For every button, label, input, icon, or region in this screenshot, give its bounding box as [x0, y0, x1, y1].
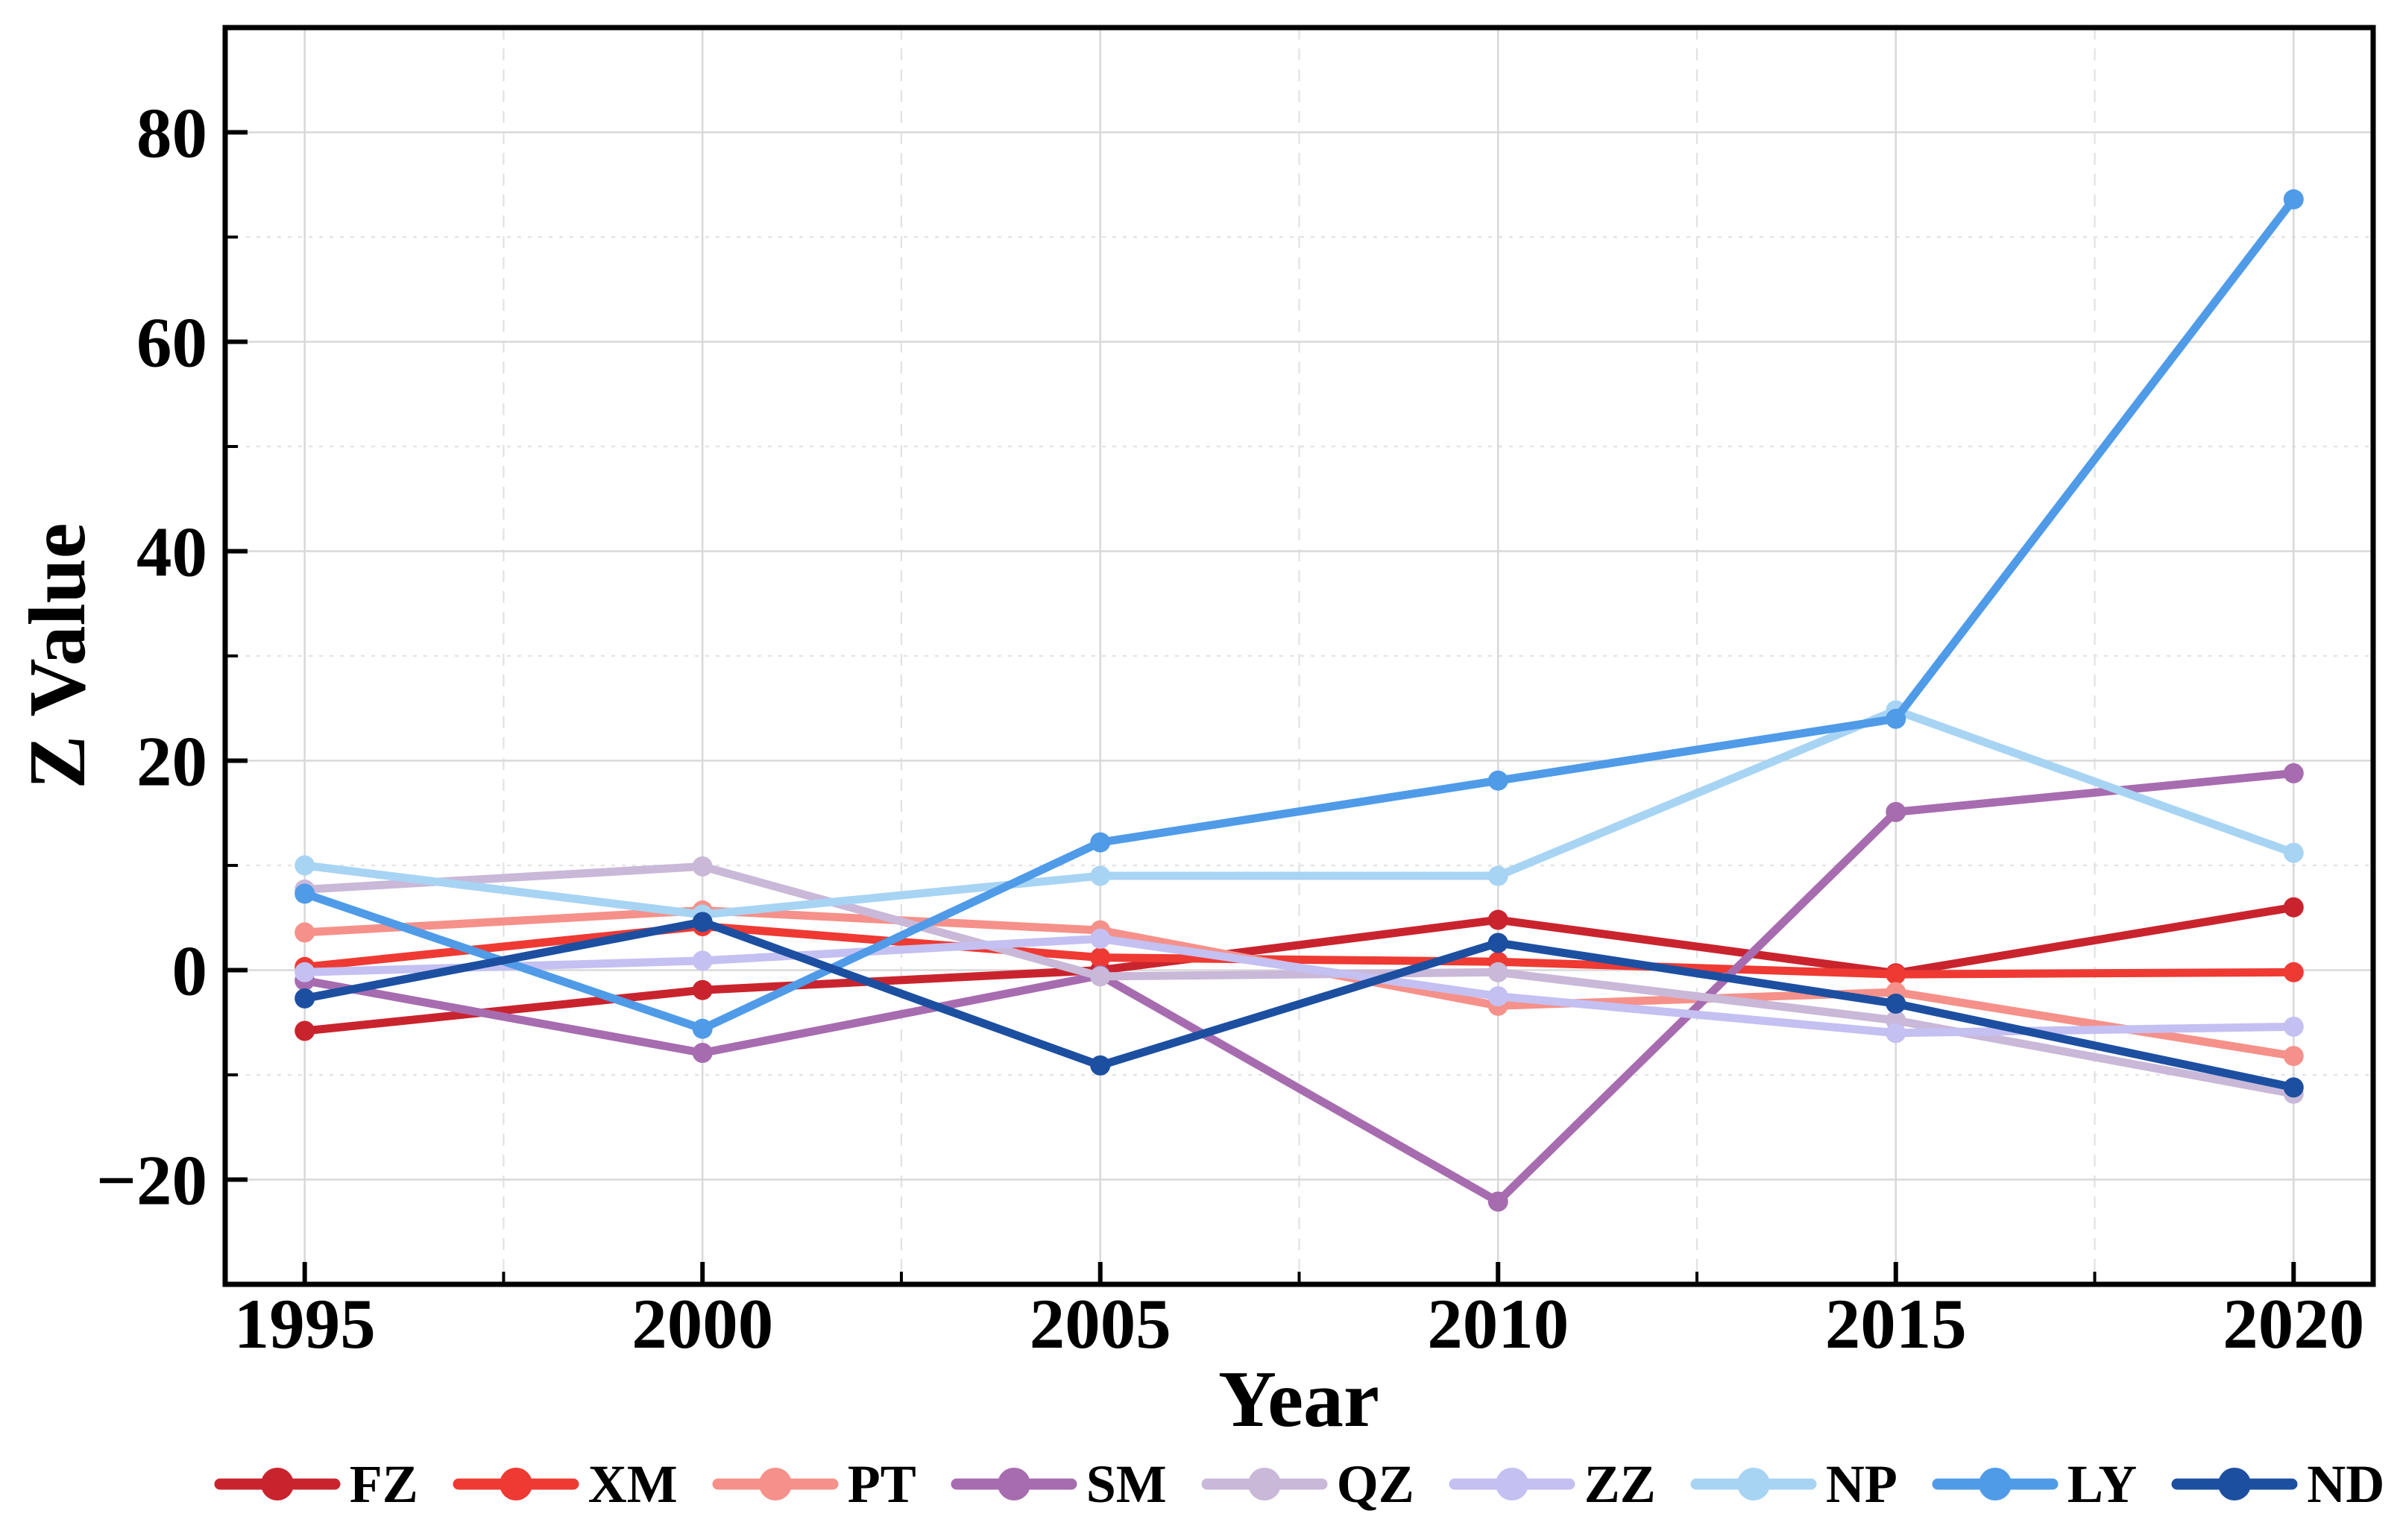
legend-marker-dot-icon	[997, 1468, 1030, 1500]
data-point-LY-2015	[1886, 708, 1906, 729]
data-point-ND-2015	[1886, 993, 1906, 1014]
data-point-ND-2020	[2283, 1077, 2304, 1098]
x-tick-label: 2000	[632, 1284, 773, 1363]
series-line-ZZ	[300, 934, 2298, 1038]
legend-marker-dot-icon	[1247, 1468, 1281, 1500]
series-line-LY	[300, 195, 2298, 1033]
legend-marker-LY	[1932, 1468, 2059, 1500]
data-point-SM-2020	[2283, 763, 2304, 783]
x-tick-label: 2020	[2223, 1284, 2364, 1363]
data-point-LY-1995	[295, 883, 315, 904]
legend-label-FZ: FZ	[349, 1454, 418, 1514]
data-point-QZ-2005	[1090, 966, 1111, 987]
y-tick-label: −20	[96, 1141, 207, 1220]
y-tick-label: 60	[136, 303, 207, 382]
data-point-QZ-2010	[1487, 962, 1508, 982]
data-point-ND-1995	[295, 988, 315, 1009]
y-tick-label: 0	[172, 932, 208, 1011]
legend-item-ZZ: ZZ	[1449, 1457, 1656, 1511]
data-point-LY-2020	[2283, 189, 2304, 209]
legend-item-ND: ND	[2171, 1457, 2384, 1511]
legend-marker-SM	[951, 1468, 1077, 1500]
legend-label-XM: XM	[588, 1454, 678, 1514]
legend-marker-dot-icon	[1736, 1468, 1770, 1500]
legend-marker-dot-icon	[758, 1468, 792, 1500]
data-point-FZ-2020	[2283, 897, 2304, 918]
data-point-ND-2005	[1090, 1055, 1111, 1076]
x-axis-title: Year	[1218, 1355, 1379, 1444]
legend-marker-QZ	[1201, 1468, 1328, 1500]
legend-item-XM: XM	[453, 1457, 678, 1511]
legend-marker-ND	[2171, 1468, 2298, 1500]
data-point-FZ-2010	[1487, 909, 1508, 930]
legend-item-FZ: FZ	[214, 1457, 418, 1511]
legend: FZ XM PT SM QZ ZZ NP LY ND	[214, 1443, 2384, 1525]
series-line-SM	[300, 769, 2298, 1206]
data-point-FZ-2000	[692, 979, 713, 1000]
legend-marker-FZ	[214, 1468, 341, 1500]
legend-item-PT: PT	[712, 1457, 916, 1511]
legend-label-SM: SM	[1086, 1454, 1167, 1514]
data-point-LY-2000	[692, 1018, 713, 1039]
x-tick-label: 2005	[1030, 1284, 1171, 1363]
data-point-ZZ-2010	[1487, 986, 1508, 1007]
legend-marker-dot-icon	[1978, 1468, 2012, 1500]
x-tick-label: 2010	[1427, 1284, 1569, 1363]
y-axis-title: Z Value	[13, 523, 102, 789]
y-tick-label: 20	[136, 722, 207, 801]
legend-label-LY: LY	[2067, 1454, 2138, 1514]
data-point-PT-1995	[295, 922, 315, 943]
y-tick-label: 80	[136, 94, 207, 173]
data-point-ND-2000	[692, 912, 713, 932]
legend-label-ZZ: ZZ	[1584, 1454, 1656, 1514]
data-point-LY-2010	[1487, 770, 1508, 791]
data-point-ZZ-2015	[1886, 1023, 1906, 1044]
legend-item-NP: NP	[1690, 1457, 1897, 1511]
legend-label-PT: PT	[847, 1454, 916, 1514]
legend-marker-dot-icon	[260, 1468, 294, 1500]
legend-marker-NP	[1690, 1468, 1817, 1500]
legend-item-SM: SM	[951, 1457, 1167, 1511]
legend-marker-XM	[453, 1468, 579, 1500]
data-point-SM-2010	[1487, 1191, 1508, 1212]
data-point-NP-2010	[1487, 865, 1508, 886]
x-tick-label: 1995	[234, 1284, 376, 1363]
data-point-NP-1995	[295, 855, 315, 876]
data-point-QZ-2000	[692, 856, 713, 877]
data-point-ZZ-2000	[692, 950, 713, 971]
data-point-LY-2005	[1090, 832, 1111, 853]
data-point-ZZ-1995	[295, 962, 315, 982]
data-point-XM-2015	[1886, 964, 1906, 985]
legend-marker-dot-icon	[1495, 1468, 1528, 1500]
series-line-ND	[300, 918, 2298, 1092]
data-point-SM-2000	[692, 1042, 713, 1063]
data-point-XM-2005	[1090, 947, 1111, 968]
legend-label-NP: NP	[1825, 1454, 1897, 1514]
data-point-NP-2005	[1090, 865, 1111, 886]
data-point-ND-2010	[1487, 932, 1508, 953]
series-line-NP	[300, 706, 2298, 919]
y-tick-label: 40	[136, 513, 207, 592]
data-point-ZZ-2020	[2283, 1016, 2304, 1037]
legend-marker-PT	[712, 1468, 839, 1500]
data-point-PT-2020	[2283, 1046, 2304, 1067]
data-point-ZZ-2005	[1090, 928, 1111, 949]
x-tick-label: 2015	[1825, 1284, 1967, 1363]
data-point-NP-2020	[2283, 842, 2304, 863]
legend-label-QZ: QZ	[1336, 1454, 1414, 1514]
legend-marker-dot-icon	[2218, 1468, 2252, 1500]
series-line-FZ	[300, 903, 2298, 1035]
data-point-SM-2015	[1886, 801, 1906, 822]
legend-item-QZ: QZ	[1201, 1457, 1414, 1511]
data-point-FZ-1995	[295, 1020, 315, 1041]
data-point-XM-2020	[2283, 962, 2304, 982]
legend-item-LY: LY	[1932, 1457, 2137, 1511]
legend-label-ND: ND	[2307, 1454, 2385, 1514]
legend-marker-dot-icon	[499, 1468, 532, 1500]
legend-marker-ZZ	[1449, 1468, 1575, 1500]
